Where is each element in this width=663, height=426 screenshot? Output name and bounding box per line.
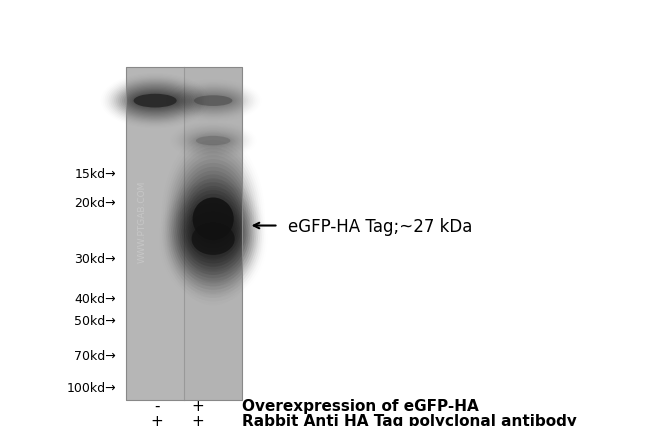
Ellipse shape — [133, 95, 176, 108]
Ellipse shape — [182, 209, 245, 270]
Ellipse shape — [176, 164, 251, 275]
Text: 50kd→: 50kd→ — [74, 314, 116, 327]
Text: 70kd→: 70kd→ — [74, 349, 116, 362]
Ellipse shape — [116, 83, 194, 119]
Ellipse shape — [192, 95, 234, 108]
Ellipse shape — [174, 197, 252, 281]
Ellipse shape — [192, 198, 234, 241]
Text: WWW.PTGAB.COM: WWW.PTGAB.COM — [138, 181, 147, 262]
Ellipse shape — [194, 96, 233, 106]
Ellipse shape — [118, 85, 192, 118]
Ellipse shape — [132, 93, 178, 109]
Ellipse shape — [192, 223, 235, 255]
Text: 40kd→: 40kd→ — [74, 293, 116, 305]
Ellipse shape — [191, 194, 235, 245]
Text: Overexpression of eGFP-HA: Overexpression of eGFP-HA — [242, 398, 479, 413]
Ellipse shape — [120, 86, 190, 117]
Ellipse shape — [178, 203, 248, 275]
Ellipse shape — [122, 87, 188, 115]
Text: +: + — [191, 398, 204, 413]
Bar — [126, 68, 242, 400]
Ellipse shape — [130, 92, 180, 111]
Ellipse shape — [174, 160, 252, 279]
Ellipse shape — [188, 218, 239, 261]
Ellipse shape — [192, 198, 234, 241]
Ellipse shape — [184, 179, 243, 260]
Ellipse shape — [196, 137, 231, 146]
Text: 15kd→: 15kd→ — [74, 168, 116, 181]
Ellipse shape — [176, 200, 250, 278]
Text: +: + — [151, 413, 164, 426]
Text: 20kd→: 20kd→ — [74, 196, 116, 209]
Ellipse shape — [126, 89, 184, 113]
Ellipse shape — [186, 215, 241, 264]
Text: -: - — [154, 398, 160, 413]
Ellipse shape — [194, 96, 233, 106]
Text: 30kd→: 30kd→ — [74, 253, 116, 266]
Ellipse shape — [189, 190, 237, 248]
Ellipse shape — [182, 175, 245, 264]
Ellipse shape — [187, 187, 239, 252]
Ellipse shape — [128, 91, 182, 112]
Ellipse shape — [192, 223, 235, 255]
Ellipse shape — [180, 171, 247, 268]
Bar — [184, 68, 242, 400]
Ellipse shape — [184, 212, 243, 267]
Ellipse shape — [133, 95, 176, 108]
Ellipse shape — [185, 183, 241, 256]
Bar — [126, 68, 242, 400]
Ellipse shape — [124, 89, 186, 114]
Text: +: + — [191, 413, 204, 426]
Ellipse shape — [190, 220, 237, 258]
Ellipse shape — [178, 167, 249, 271]
Ellipse shape — [114, 82, 196, 121]
Text: eGFP-HA Tag;~27 kDa: eGFP-HA Tag;~27 kDa — [288, 217, 473, 235]
Text: 100kd→: 100kd→ — [66, 381, 116, 394]
Bar — [126, 68, 184, 400]
Ellipse shape — [180, 206, 247, 273]
Text: Rabbit Anti HA Tag polyclonal antibody: Rabbit Anti HA Tag polyclonal antibody — [242, 413, 577, 426]
